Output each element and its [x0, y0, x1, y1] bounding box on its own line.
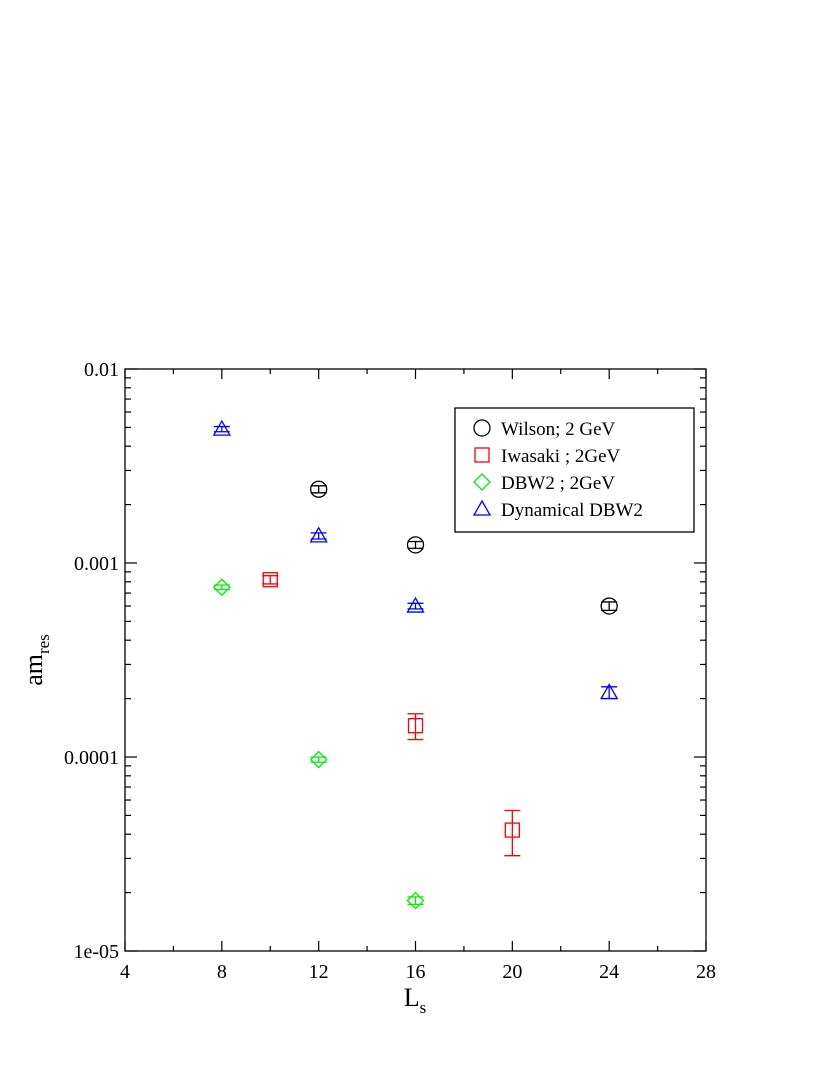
legend-label: DBW2 ; 2GeV — [501, 473, 615, 494]
y-axis-label: amres — [19, 634, 53, 686]
x-tick-label: 16 — [406, 961, 426, 983]
x-tick-label: 8 — [217, 961, 227, 983]
x-tick-label: 12 — [309, 961, 329, 983]
square-data-point — [262, 572, 278, 588]
y-tick-label: 0.0001 — [64, 747, 119, 769]
legend-circle-symbol — [473, 419, 491, 437]
x-tick-label: 20 — [502, 961, 522, 983]
x-tick-label: 24 — [599, 961, 619, 983]
axis-tick-labels: 4 8 12 16 20 24 28 1e-05 0.0001 0.001 0.01 — [64, 359, 716, 983]
diamond-data-point — [406, 891, 425, 910]
x-axis-label: Ls — [404, 983, 427, 1017]
legend-diamond-symbol — [473, 473, 491, 491]
diamond-data-point — [212, 578, 231, 597]
x-axis-label-sub: s — [420, 998, 427, 1017]
y-tick-label: 0.01 — [84, 359, 119, 381]
square-data-point — [407, 718, 424, 734]
y-axis-label-sub: res — [34, 634, 53, 654]
triangle-data-point — [406, 596, 425, 613]
legend-label: Wilson; 2 GeV — [501, 419, 616, 440]
legend-entries: Wilson; 2 GeV Iwasaki ; 2GeV DBW2 ; 2GeV Dy… — [472, 419, 643, 521]
legend: Wilson; 2 GeV Iwasaki ; 2GeV DBW2 ; 2GeV Dy… — [454, 407, 695, 533]
legend-label: Dynamical DBW2 — [501, 500, 643, 521]
x-tick-label: 4 — [120, 961, 130, 983]
y-tick-label: 1e-05 — [73, 941, 119, 963]
diamond-data-point — [309, 750, 328, 769]
legend-box — [454, 407, 695, 533]
y-tick-label: 0.001 — [74, 553, 119, 575]
circle-data-point — [600, 597, 618, 615]
data-marks — [212, 419, 619, 910]
legend-label: Iwasaki ; 2GeV — [501, 446, 621, 467]
circle-data-point — [310, 480, 328, 498]
triangle-data-point — [212, 419, 231, 436]
triangle-data-point — [309, 526, 328, 543]
triangle-data-point — [600, 683, 619, 700]
legend-triangle-symbol — [472, 499, 492, 516]
square-data-point — [504, 822, 520, 838]
y-axis-label-main: am — [19, 654, 48, 686]
x-axis-label-main: L — [404, 983, 420, 1012]
axis-ticks — [124, 368, 707, 952]
x-tick-label: 28 — [696, 961, 716, 983]
legend-square-symbol — [474, 447, 490, 463]
circle-data-point — [406, 536, 425, 554]
